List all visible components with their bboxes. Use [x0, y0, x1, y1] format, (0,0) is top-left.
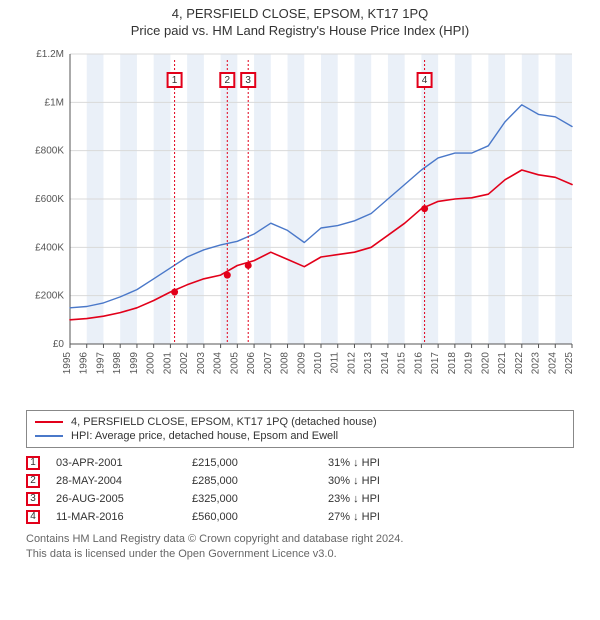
sale-date: 03-APR-2001: [56, 457, 176, 469]
sale-price: £560,000: [192, 511, 312, 523]
svg-text:£400K: £400K: [35, 242, 64, 253]
svg-text:2002: 2002: [179, 352, 190, 375]
legend-item: HPI: Average price, detached house, Epso…: [35, 429, 565, 443]
sale-date: 11-MAR-2016: [56, 511, 176, 523]
svg-text:2011: 2011: [330, 352, 341, 374]
svg-text:£200K: £200K: [35, 291, 64, 302]
svg-text:2000: 2000: [146, 352, 157, 375]
svg-text:3: 3: [245, 75, 251, 86]
sale-marker: 4: [26, 510, 40, 524]
svg-text:4: 4: [422, 75, 428, 86]
svg-text:2016: 2016: [413, 352, 424, 375]
svg-text:1996: 1996: [79, 352, 90, 375]
svg-text:1999: 1999: [129, 352, 140, 375]
svg-text:2020: 2020: [480, 352, 491, 375]
svg-text:2007: 2007: [263, 352, 274, 375]
svg-text:2021: 2021: [497, 352, 508, 375]
chart-header: 4, PERSFIELD CLOSE, EPSOM, KT17 1PQ Pric…: [0, 0, 600, 40]
legend-label: HPI: Average price, detached house, Epso…: [71, 430, 338, 442]
sale-delta: 27% ↓ HPI: [328, 511, 448, 523]
svg-text:2024: 2024: [547, 352, 558, 375]
svg-text:£600K: £600K: [35, 194, 64, 205]
svg-text:2006: 2006: [246, 352, 257, 375]
sales-list: 1 03-APR-2001 £215,000 31% ↓ HPI 2 28-MAY-200…: [26, 454, 574, 526]
sale-date: 28-MAY-2004: [56, 475, 176, 487]
sale-row: 4 11-MAR-2016 £560,000 27% ↓ HPI: [26, 508, 574, 526]
svg-text:2022: 2022: [514, 352, 525, 375]
footer-line: Contains HM Land Registry data © Crown c…: [26, 532, 574, 547]
svg-text:1: 1: [172, 75, 178, 86]
svg-text:2004: 2004: [213, 352, 224, 375]
svg-text:2025: 2025: [564, 352, 575, 375]
sale-marker: 3: [26, 492, 40, 506]
legend: 4, PERSFIELD CLOSE, EPSOM, KT17 1PQ (det…: [26, 410, 574, 448]
svg-text:2008: 2008: [280, 352, 291, 375]
svg-text:2005: 2005: [229, 352, 240, 375]
svg-text:2001: 2001: [162, 352, 173, 375]
svg-text:1997: 1997: [95, 352, 106, 375]
sale-marker: 1: [26, 456, 40, 470]
svg-text:2: 2: [225, 75, 231, 86]
svg-text:2014: 2014: [380, 352, 391, 375]
svg-text:2023: 2023: [531, 352, 542, 375]
svg-text:1998: 1998: [112, 352, 123, 375]
legend-swatch: [35, 421, 63, 423]
sale-price: £325,000: [192, 493, 312, 505]
sale-row: 1 03-APR-2001 £215,000 31% ↓ HPI: [26, 454, 574, 472]
sale-row: 3 26-AUG-2005 £325,000 23% ↓ HPI: [26, 490, 574, 508]
sale-price: £285,000: [192, 475, 312, 487]
sale-row: 2 28-MAY-2004 £285,000 30% ↓ HPI: [26, 472, 574, 490]
svg-text:1995: 1995: [62, 352, 73, 375]
legend-swatch: [35, 435, 63, 437]
svg-text:2012: 2012: [346, 352, 357, 375]
sale-delta: 31% ↓ HPI: [328, 457, 448, 469]
sale-marker: 2: [26, 474, 40, 488]
svg-text:2019: 2019: [464, 352, 475, 375]
svg-text:2013: 2013: [363, 352, 374, 375]
svg-text:£1M: £1M: [45, 97, 64, 108]
line-chart: £0 £200K £400K £600K £800K £1M £1.2M 1995 1996 19…: [20, 44, 580, 404]
legend-item: 4, PERSFIELD CLOSE, EPSOM, KT17 1PQ (det…: [35, 415, 565, 429]
sale-price: £215,000: [192, 457, 312, 469]
chart-area: £0 £200K £400K £600K £800K £1M £1.2M 1995 1996 19…: [20, 44, 580, 404]
svg-text:2009: 2009: [296, 352, 307, 375]
chart-subtitle: Price paid vs. HM Land Registry's House …: [0, 23, 600, 38]
svg-text:£1.2M: £1.2M: [36, 49, 64, 60]
svg-text:2003: 2003: [196, 352, 207, 375]
chart-title: 4, PERSFIELD CLOSE, EPSOM, KT17 1PQ: [0, 6, 600, 21]
svg-text:2018: 2018: [447, 352, 458, 375]
svg-text:£0: £0: [53, 339, 65, 350]
svg-text:2015: 2015: [397, 352, 408, 375]
sale-delta: 30% ↓ HPI: [328, 475, 448, 487]
sale-date: 26-AUG-2005: [56, 493, 176, 505]
sale-delta: 23% ↓ HPI: [328, 493, 448, 505]
svg-text:2017: 2017: [430, 352, 441, 375]
legend-label: 4, PERSFIELD CLOSE, EPSOM, KT17 1PQ (det…: [71, 416, 377, 428]
svg-text:£800K: £800K: [35, 146, 64, 157]
svg-text:2010: 2010: [313, 352, 324, 375]
footer-line: This data is licensed under the Open Gov…: [26, 547, 574, 562]
footer-note: Contains HM Land Registry data © Crown c…: [26, 532, 574, 562]
